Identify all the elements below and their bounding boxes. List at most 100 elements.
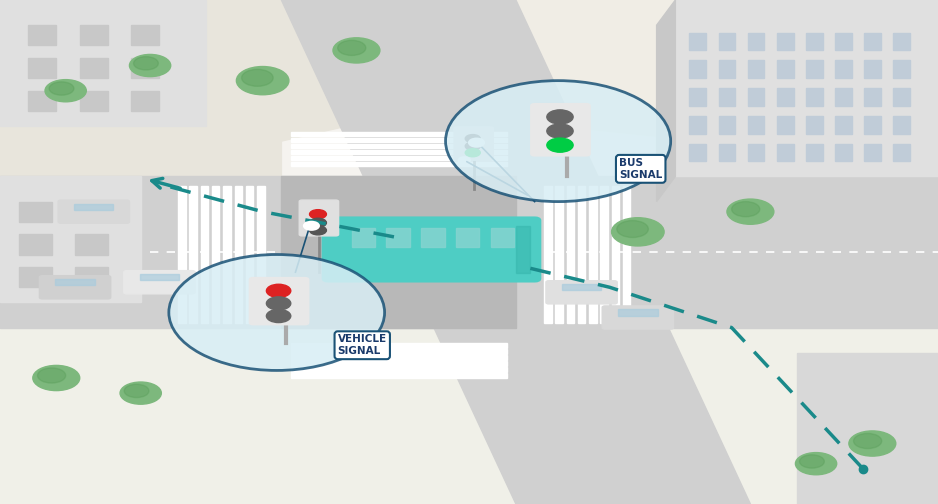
Circle shape — [120, 382, 161, 404]
Bar — [893, 60, 910, 78]
Bar — [131, 58, 159, 78]
Circle shape — [169, 255, 385, 370]
Bar — [291, 343, 507, 348]
Bar — [28, 91, 56, 111]
Bar — [612, 186, 619, 323]
Bar — [864, 33, 881, 50]
Circle shape — [459, 157, 470, 163]
Bar — [719, 88, 735, 106]
Bar — [291, 150, 507, 154]
Bar — [893, 144, 910, 161]
Circle shape — [310, 226, 326, 235]
Bar — [28, 25, 56, 45]
Bar — [291, 156, 507, 160]
Bar — [689, 60, 706, 78]
Circle shape — [795, 453, 837, 475]
Bar — [140, 274, 179, 280]
FancyBboxPatch shape — [299, 200, 339, 236]
Bar — [835, 60, 852, 78]
Bar — [748, 33, 764, 50]
Circle shape — [465, 135, 480, 143]
Bar — [835, 116, 852, 134]
Bar — [75, 234, 108, 255]
Circle shape — [612, 218, 664, 246]
Bar — [291, 132, 507, 136]
Circle shape — [547, 124, 573, 138]
FancyBboxPatch shape — [531, 104, 590, 156]
Bar — [689, 116, 706, 134]
Circle shape — [38, 368, 66, 383]
Bar — [291, 138, 507, 142]
Bar — [291, 355, 507, 360]
Circle shape — [727, 199, 774, 224]
Circle shape — [446, 81, 671, 202]
Bar — [567, 186, 574, 323]
Bar — [260, 81, 265, 86]
Bar — [386, 228, 410, 247]
Bar — [291, 349, 507, 354]
Bar — [291, 367, 507, 372]
FancyBboxPatch shape — [323, 218, 540, 281]
Bar — [456, 228, 479, 247]
Circle shape — [124, 384, 149, 398]
Bar — [562, 284, 601, 290]
Circle shape — [129, 54, 171, 77]
Polygon shape — [0, 0, 206, 126]
Circle shape — [547, 138, 573, 152]
Bar — [19, 234, 52, 255]
FancyBboxPatch shape — [546, 281, 617, 304]
FancyBboxPatch shape — [454, 127, 493, 160]
Polygon shape — [563, 227, 938, 504]
Circle shape — [49, 82, 74, 95]
Bar — [53, 378, 59, 383]
Bar — [777, 88, 794, 106]
Bar — [28, 58, 56, 78]
Bar — [80, 91, 108, 111]
Circle shape — [333, 38, 380, 63]
Polygon shape — [0, 262, 938, 504]
Circle shape — [133, 56, 159, 70]
Bar — [806, 144, 823, 161]
Circle shape — [266, 309, 291, 323]
Circle shape — [266, 297, 291, 310]
Circle shape — [45, 80, 86, 102]
Polygon shape — [797, 353, 938, 504]
Bar — [80, 58, 108, 78]
Circle shape — [732, 202, 760, 217]
Bar — [19, 267, 52, 287]
Bar — [201, 186, 208, 323]
Bar — [893, 33, 910, 50]
Bar — [189, 186, 197, 323]
Bar — [74, 204, 113, 210]
Bar — [246, 186, 253, 323]
Bar — [354, 50, 359, 55]
Bar — [893, 88, 910, 106]
Bar — [689, 144, 706, 161]
Bar — [777, 116, 794, 134]
Polygon shape — [0, 176, 141, 302]
Circle shape — [465, 142, 480, 150]
Polygon shape — [675, 0, 938, 176]
Circle shape — [547, 110, 573, 124]
Bar — [893, 116, 910, 134]
Circle shape — [854, 433, 882, 449]
Bar — [75, 202, 108, 222]
Circle shape — [236, 67, 289, 95]
Circle shape — [465, 149, 480, 157]
Bar — [138, 393, 144, 398]
Bar — [19, 202, 52, 222]
Bar — [806, 33, 823, 50]
Bar — [223, 186, 231, 323]
Circle shape — [266, 284, 291, 297]
Bar — [719, 60, 735, 78]
Bar — [131, 25, 159, 45]
Bar — [748, 88, 764, 106]
Bar — [291, 162, 507, 166]
Bar — [421, 228, 445, 247]
Bar — [589, 186, 597, 323]
Bar — [806, 60, 823, 78]
Polygon shape — [281, 176, 516, 328]
Polygon shape — [657, 0, 675, 202]
Bar — [544, 186, 552, 323]
Text: BUS
SIGNAL: BUS SIGNAL — [619, 158, 662, 179]
